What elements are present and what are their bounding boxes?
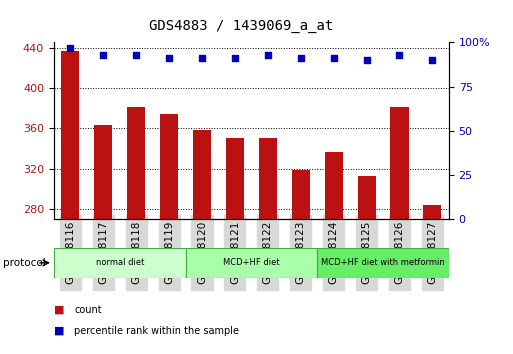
Bar <box>423 205 442 219</box>
Bar <box>193 131 211 219</box>
Bar <box>317 248 449 278</box>
Text: percentile rank within the sample: percentile rank within the sample <box>74 326 240 336</box>
Bar <box>94 125 112 219</box>
Bar <box>186 248 317 278</box>
Bar <box>127 107 145 219</box>
Text: MCD+HF diet with metformin: MCD+HF diet with metformin <box>321 258 445 267</box>
Bar <box>54 248 186 278</box>
Bar <box>160 114 178 219</box>
Point <box>198 56 206 61</box>
Point <box>396 52 404 58</box>
Text: count: count <box>74 305 102 315</box>
Point <box>297 56 305 61</box>
Text: protocol: protocol <box>3 258 45 268</box>
Point <box>329 56 338 61</box>
Bar <box>226 138 244 219</box>
Text: normal diet: normal diet <box>95 258 144 267</box>
Point <box>363 57 371 63</box>
Point <box>66 45 74 51</box>
Point <box>99 52 107 58</box>
Text: GDS4883 / 1439069_a_at: GDS4883 / 1439069_a_at <box>149 19 333 34</box>
Point <box>428 57 437 63</box>
Bar <box>61 51 80 219</box>
Point <box>132 52 140 58</box>
Bar <box>358 176 376 219</box>
Point <box>231 56 239 61</box>
Text: MCD+HF diet: MCD+HF diet <box>223 258 280 267</box>
Bar <box>292 170 310 219</box>
Text: ■: ■ <box>54 326 68 336</box>
Bar <box>259 138 277 219</box>
Bar <box>390 107 408 219</box>
Text: ■: ■ <box>54 305 68 315</box>
Point <box>264 52 272 58</box>
Point <box>165 56 173 61</box>
Bar <box>325 152 343 219</box>
